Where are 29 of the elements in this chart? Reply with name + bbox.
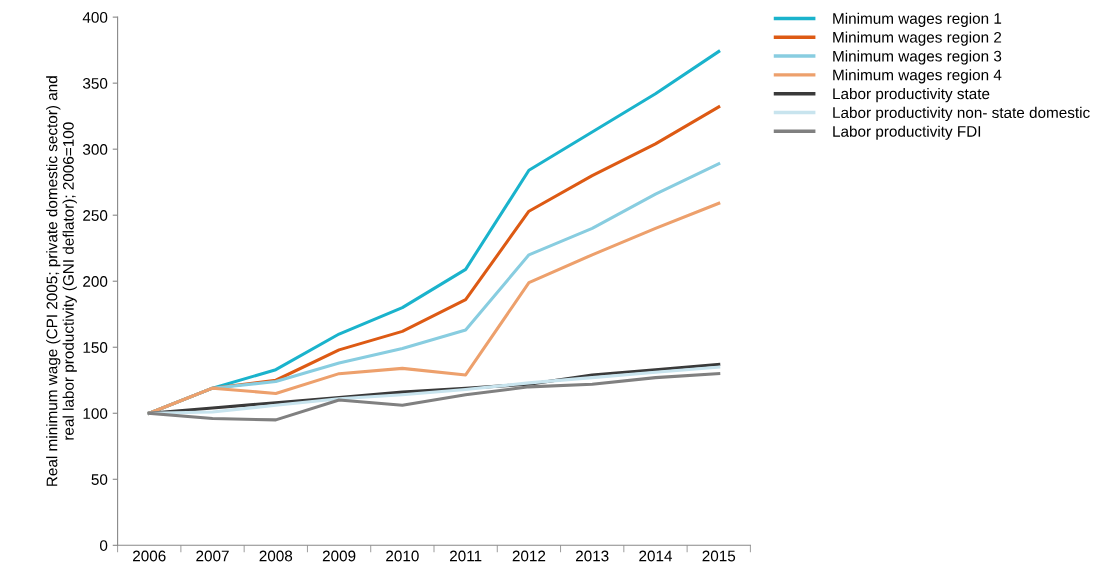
legend-label: Minimum wages region 3 <box>833 50 1002 65</box>
x-tick-label: 2015 <box>702 550 736 562</box>
line-series <box>147 201 721 415</box>
x-tick-label: 2008 <box>259 550 293 562</box>
x-tick-label: 2009 <box>322 550 356 562</box>
y-tick-label: 400 <box>82 12 108 23</box>
y-tick-label: 250 <box>83 210 108 221</box>
y-tick-label: 50 <box>91 474 108 485</box>
legend-label: Minimum wages region 4 <box>833 69 1002 84</box>
y-axis-title: Real minimum wage (CPI 2005; private domestic sector) and real labor productivity (GNI deflator); 2006=100 <box>46 76 77 486</box>
x-tick-label: 2014 <box>639 550 673 562</box>
y-tick-label: 0 <box>99 540 108 551</box>
y-tick-label: 200 <box>83 276 108 287</box>
x-tick-label: 2011 <box>449 550 482 562</box>
legend-label: Minimum wages region 1 <box>833 12 1002 27</box>
y-tick-label: 100 <box>83 408 108 419</box>
x-tick-label: 2006 <box>133 550 166 562</box>
x-tick-label: 2012 <box>512 550 546 562</box>
y-tick-label: 150 <box>83 342 108 353</box>
line-series <box>147 372 721 422</box>
legend-label: Labor productivity state <box>833 87 990 103</box>
y-tick-label: 350 <box>82 78 108 89</box>
legend-label: Labor productivity FDI <box>833 125 981 140</box>
x-tick-label: 2013 <box>575 550 609 562</box>
legend-label: Labor productivity non- state domestic <box>833 106 1090 122</box>
legend-label: Minimum wages region 2 <box>833 31 1002 46</box>
x-tick-label: 2007 <box>196 550 229 562</box>
x-tick-label: 2010 <box>386 550 419 562</box>
y-tick-label: 300 <box>82 144 108 155</box>
